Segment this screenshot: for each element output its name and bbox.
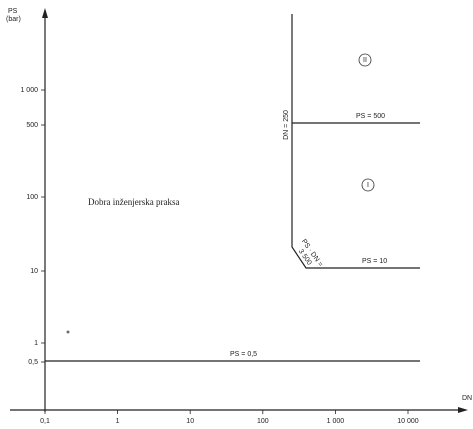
category-label: II (363, 57, 367, 64)
x-tick-label: 100 (257, 418, 269, 425)
ps-500-label: PS = 500 (356, 113, 385, 120)
category-circle (361, 178, 375, 192)
y-tick-label: 100 (26, 194, 38, 201)
boundaries (45, 14, 420, 362)
ps-10-label: PS = 10 (362, 258, 387, 265)
x-tick-label: 10 (186, 418, 194, 425)
dot (66, 330, 70, 334)
x-tick-label: 10 000 (397, 418, 419, 425)
x-tick-label: 1 000 (327, 418, 345, 425)
dn-250-label: DN = 250 (283, 110, 290, 140)
x-arrow (458, 407, 468, 413)
dn-boundary (291, 14, 420, 269)
x-axis-label: DN (462, 395, 472, 402)
y-tick-label: 1 (34, 340, 38, 347)
y-tick-label: 0,5 (28, 359, 38, 366)
y-tick-label: 10 (30, 268, 38, 275)
category-label: I (367, 182, 369, 189)
region-label: Dobra inženjerska praksa (88, 197, 179, 207)
y-tick-label: 1 000 (20, 87, 38, 94)
axes: PS (bar) DN 1 000 500 100 10 1 0,5 0,1 1 10 100 1 … (6, 8, 472, 425)
x-tick-label: 0,1 (40, 418, 50, 425)
y-axis-label: (bar) (6, 16, 21, 23)
ps-05-label: PS = 0,5 (230, 351, 257, 358)
category-circle (358, 53, 372, 67)
x-tick-label: 1 (116, 418, 120, 425)
y-tick-label: 500 (26, 122, 38, 129)
y-axis-label: PS (8, 8, 18, 15)
y-arrow (42, 8, 48, 18)
